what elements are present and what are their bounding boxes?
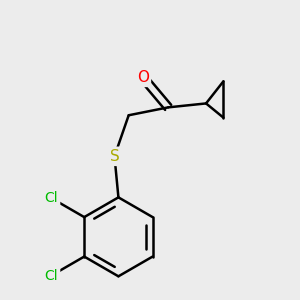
Text: S: S: [110, 149, 119, 164]
Text: Cl: Cl: [45, 268, 58, 283]
Text: Cl: Cl: [45, 191, 58, 205]
Text: O: O: [137, 70, 149, 85]
